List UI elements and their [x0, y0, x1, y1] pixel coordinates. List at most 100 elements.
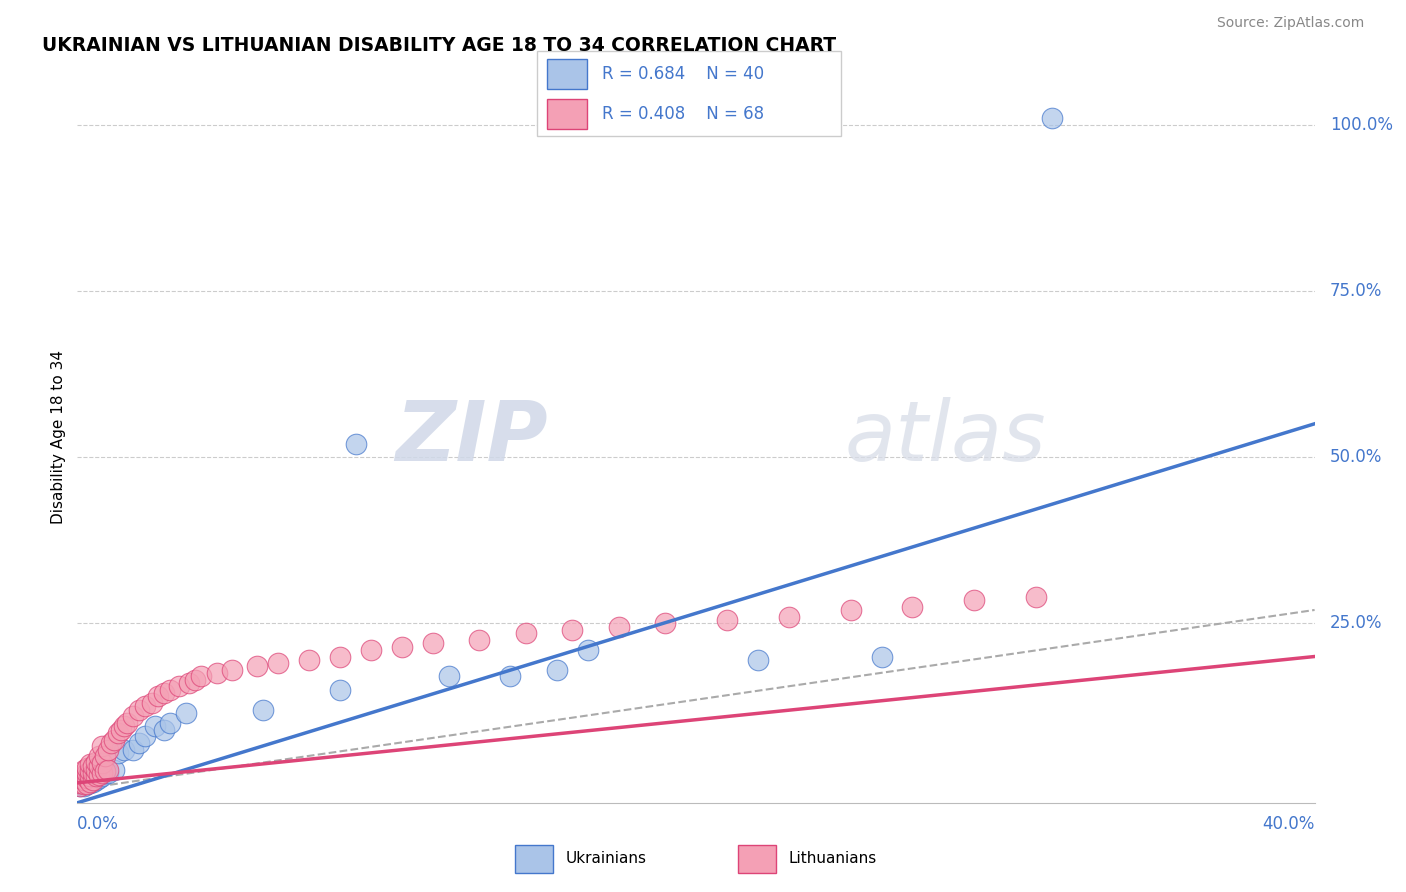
Point [546, 663, 568, 677]
Point [146, 690, 169, 704]
FancyBboxPatch shape [537, 51, 841, 136]
Point [107, 726, 129, 740]
Point [79, 771, 101, 785]
Point [205, 666, 228, 681]
Point [870, 649, 893, 664]
Point [94, 764, 117, 778]
Point [716, 613, 738, 627]
Point [153, 686, 176, 700]
Point [607, 619, 630, 633]
Point [107, 746, 129, 760]
Bar [515, 845, 553, 872]
Point [298, 653, 321, 667]
Point [84, 763, 107, 777]
Point [221, 663, 243, 677]
Point [122, 709, 145, 723]
Point [134, 729, 156, 743]
Point [839, 603, 862, 617]
Point [561, 623, 583, 637]
Point [177, 676, 200, 690]
Point [76, 771, 98, 785]
Point [778, 609, 800, 624]
Point [91, 769, 114, 783]
Point [153, 723, 176, 737]
Point [190, 669, 212, 683]
Point [360, 643, 382, 657]
Point [143, 719, 166, 733]
Point [246, 659, 269, 673]
Text: atlas: atlas [845, 397, 1046, 477]
Point [72, 777, 94, 791]
Bar [738, 845, 776, 872]
Point [82, 772, 104, 787]
Point [97, 742, 120, 756]
Point [82, 769, 104, 783]
Text: 40.0%: 40.0% [1263, 815, 1315, 833]
Text: R = 0.684    N = 40: R = 0.684 N = 40 [602, 65, 765, 83]
Point [79, 757, 101, 772]
Point [329, 682, 352, 697]
Point [422, 636, 444, 650]
Point [174, 706, 197, 720]
Point [1040, 111, 1063, 125]
Point [110, 723, 132, 737]
Point [69, 776, 91, 790]
Point [84, 755, 107, 769]
Point [128, 736, 150, 750]
Point [79, 774, 101, 789]
Text: 50.0%: 50.0% [1330, 448, 1382, 466]
Point [128, 703, 150, 717]
Point [87, 759, 110, 773]
Point [97, 765, 120, 780]
Point [437, 669, 460, 683]
Y-axis label: Disability Age 18 to 34: Disability Age 18 to 34 [51, 350, 66, 524]
Point [344, 436, 367, 450]
Point [141, 696, 163, 710]
Point [79, 764, 101, 778]
Point [69, 779, 91, 793]
Bar [547, 59, 586, 89]
Point [391, 640, 413, 654]
Point [159, 716, 181, 731]
Point [112, 719, 135, 733]
Point [499, 669, 522, 683]
Point [87, 749, 110, 764]
Point [252, 703, 274, 717]
Text: 75.0%: 75.0% [1330, 282, 1382, 300]
Point [76, 777, 98, 791]
Point [84, 769, 107, 783]
Point [515, 626, 537, 640]
Point [76, 772, 98, 787]
Point [329, 649, 352, 664]
Point [267, 656, 290, 670]
Point [69, 776, 91, 790]
Point [576, 643, 599, 657]
Point [84, 765, 107, 780]
Point [87, 764, 110, 778]
Point [100, 736, 122, 750]
Point [69, 779, 91, 793]
Point [82, 765, 104, 780]
Point [91, 756, 114, 770]
Point [654, 616, 676, 631]
Point [963, 593, 986, 607]
Point [103, 732, 125, 747]
Point [84, 772, 107, 787]
Text: ZIP: ZIP [395, 397, 547, 477]
Point [87, 771, 110, 785]
Point [79, 769, 101, 783]
Text: 100.0%: 100.0% [1330, 116, 1393, 134]
Point [94, 765, 117, 780]
Point [169, 680, 191, 694]
Point [76, 765, 98, 780]
Point [69, 771, 91, 785]
Point [159, 682, 181, 697]
Point [468, 632, 491, 647]
Point [76, 777, 98, 791]
Point [97, 763, 120, 777]
Point [72, 771, 94, 785]
Point [91, 739, 114, 754]
Text: 0.0%: 0.0% [77, 815, 120, 833]
Point [122, 742, 145, 756]
Point [94, 749, 117, 764]
